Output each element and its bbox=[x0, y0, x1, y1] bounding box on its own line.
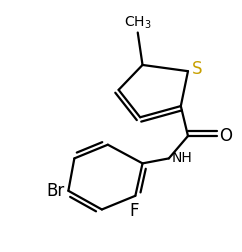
Text: NH: NH bbox=[171, 151, 192, 165]
Text: Br: Br bbox=[46, 182, 65, 200]
Text: CH$_3$: CH$_3$ bbox=[124, 14, 151, 30]
Text: O: O bbox=[219, 127, 233, 145]
Text: F: F bbox=[129, 202, 139, 220]
Text: S: S bbox=[192, 60, 203, 78]
